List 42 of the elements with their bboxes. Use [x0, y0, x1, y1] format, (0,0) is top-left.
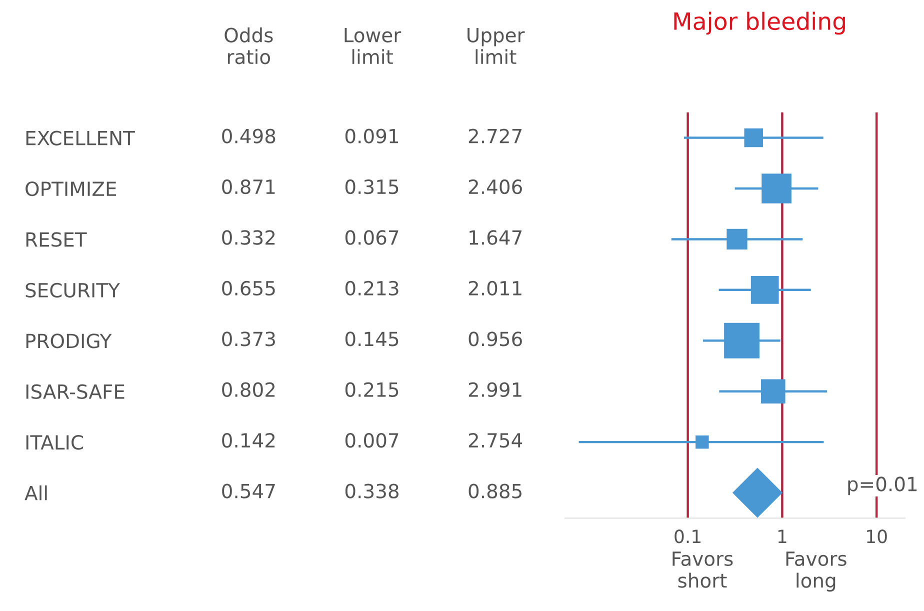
data-label: 0.332	[222, 230, 275, 245]
data-label: 0.215	[345, 382, 398, 397]
data-label: 0.498	[222, 128, 276, 144]
y-tick-label: SECURITY	[26, 282, 120, 298]
x-tick-label: Lower limit	[344, 28, 402, 64]
x-tick-label: Upper limit	[468, 28, 525, 64]
data-label: 0.373	[222, 332, 275, 346]
y-tick-label: ITALIC	[26, 435, 83, 450]
chart-title: Major bleeding	[674, 12, 845, 35]
data-label: 0.142	[222, 432, 275, 448]
annotation: p=0.01	[848, 476, 917, 496]
data-label: 2.754	[468, 432, 522, 448]
data-label: 0.802	[222, 382, 275, 397]
x-tick-label: 1	[778, 530, 786, 543]
data-label: 0.956	[468, 332, 522, 346]
y-tick-label: OPTIMIZE	[26, 181, 116, 196]
text: Favors short	[672, 552, 733, 588]
data-label: 0.145	[345, 332, 398, 346]
text: Favors long	[786, 552, 846, 592]
data-label: 2.991	[468, 382, 522, 397]
data-label: 0.885	[468, 484, 522, 498]
data-label: 2.406	[468, 179, 522, 194]
data-label: 0.871	[222, 179, 275, 194]
data-label: 0.655	[222, 280, 275, 296]
x-tick-label: 10	[867, 530, 887, 544]
x-tick-label: 0.1	[674, 530, 700, 544]
data-label: 2.727	[468, 128, 522, 144]
x-tick-label: Odds ratio	[224, 27, 273, 64]
y-tick-label: ISAR-SAFE	[26, 384, 124, 400]
y-tick-label: All	[24, 485, 47, 500]
y-tick-label: EXCELLENT	[26, 130, 135, 146]
data-label: 0.007	[345, 432, 398, 448]
data-label: 0.338	[345, 484, 398, 498]
data-label: 0.067	[345, 230, 398, 245]
data-label: 0.547	[222, 484, 275, 498]
data-label: 2.011	[468, 280, 522, 296]
data-label: 0.091	[345, 128, 398, 144]
y-tick-label: RESET	[26, 232, 87, 247]
data-label: 0.213	[345, 280, 398, 296]
data-label: 1.647	[470, 230, 522, 245]
data-label: 0.315	[345, 179, 398, 194]
y-tick-label: PRODIGY	[26, 334, 112, 348]
